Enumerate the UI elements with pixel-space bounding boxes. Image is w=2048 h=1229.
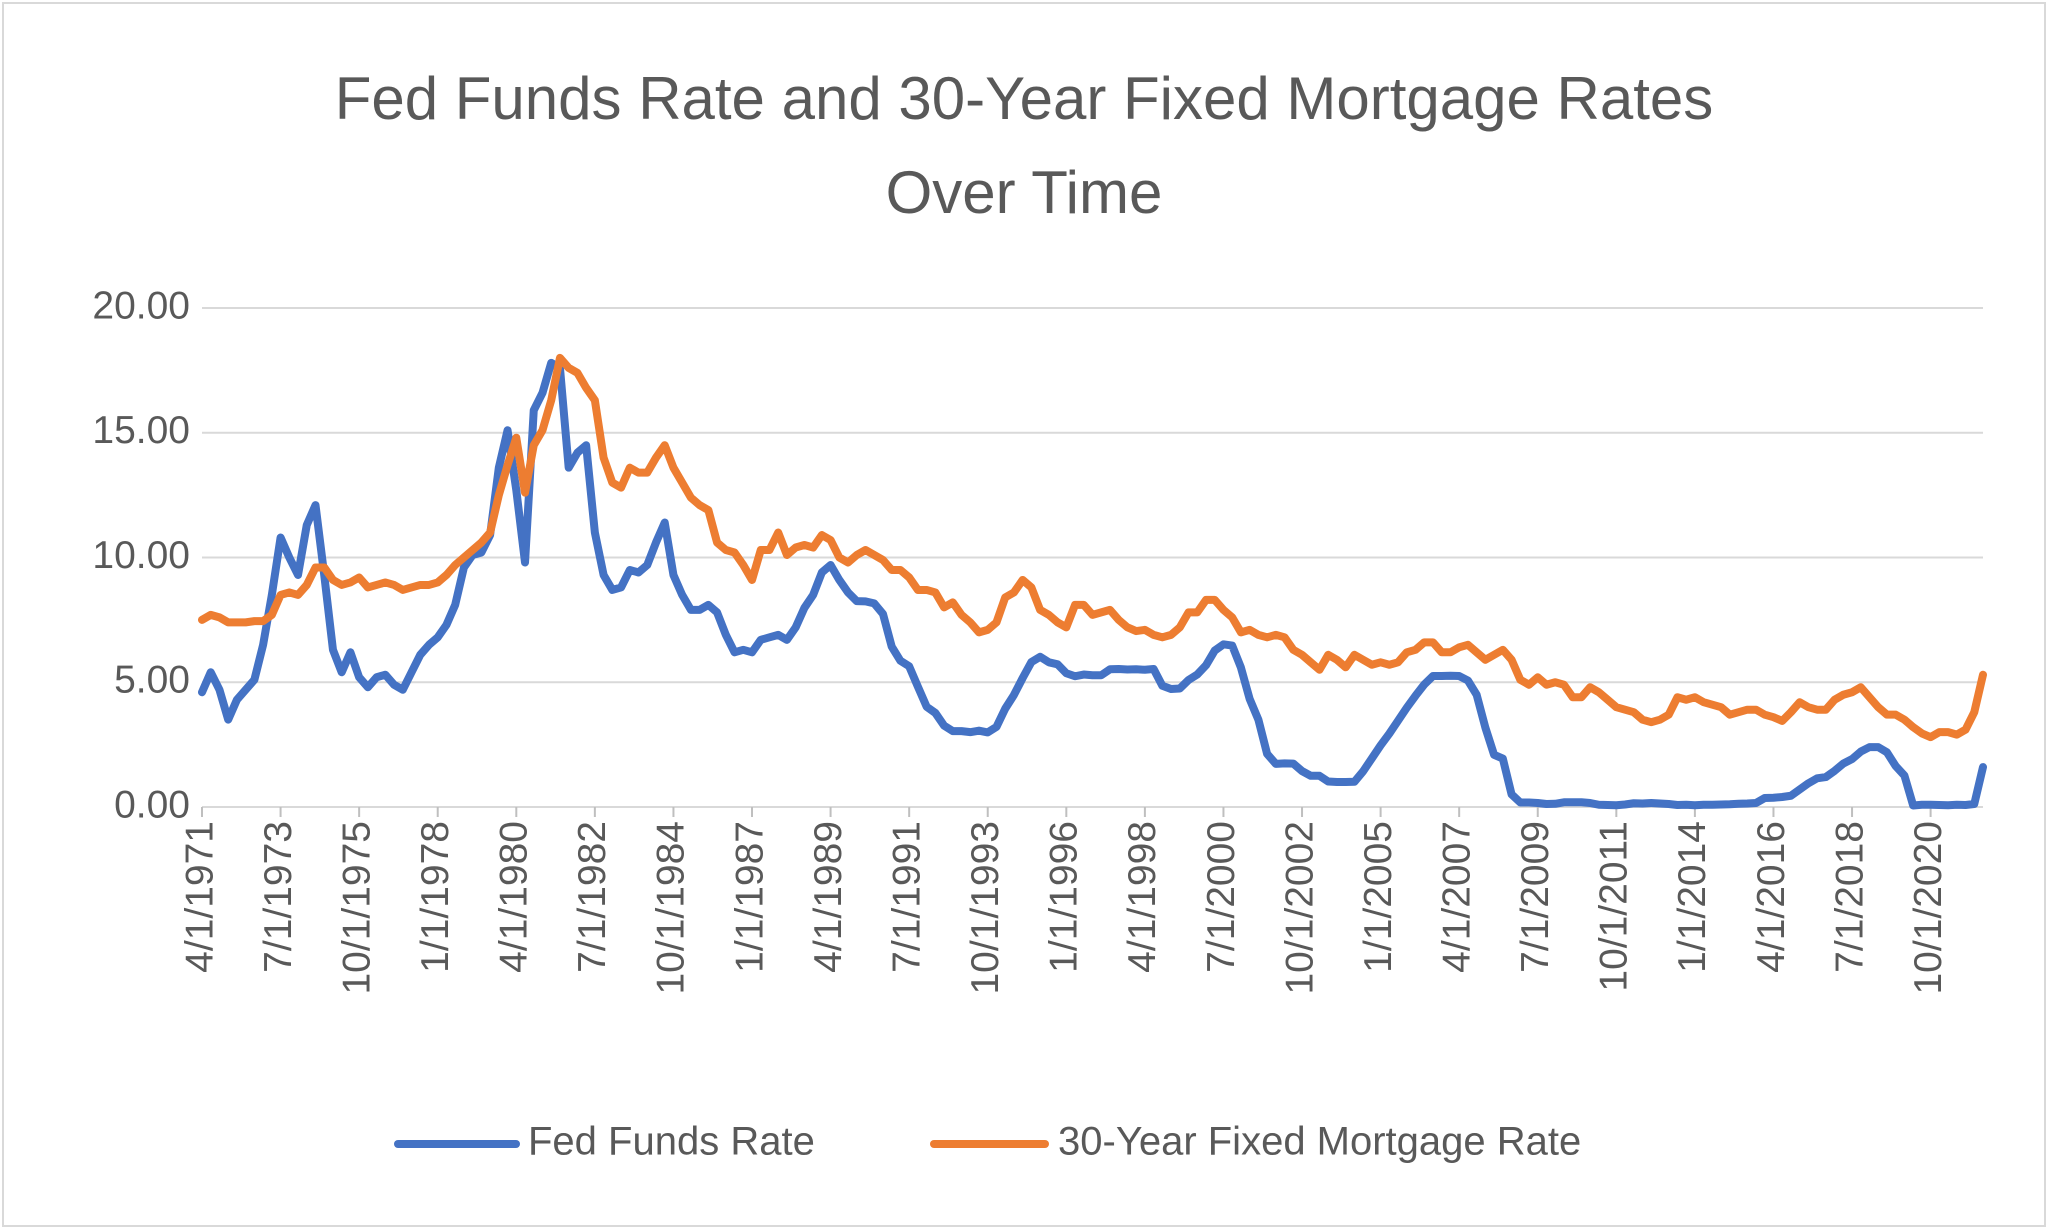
x-tick-label: 7/1/2018 <box>1828 821 1871 973</box>
y-tick-label: 10.00 <box>92 534 190 577</box>
x-tick-label: 1/1/1978 <box>414 821 457 973</box>
x-tick-label: 4/1/1971 <box>178 821 221 973</box>
x-tick-label: 7/1/2000 <box>1200 821 1243 973</box>
x-tick-label: 10/1/1993 <box>964 821 1007 995</box>
chart-title: Fed Funds Rate and 30-Year Fixed Mortgag… <box>334 65 1714 226</box>
series-line <box>198 358 1987 810</box>
x-tick-label: 10/1/1975 <box>335 821 378 995</box>
x-tick-label: 10/1/1984 <box>650 821 693 995</box>
y-tick-label: 5.00 <box>114 659 190 702</box>
x-tick-label: 7/1/1991 <box>885 821 928 973</box>
y-tick-label: 15.00 <box>92 409 190 452</box>
x-tick-label: 10/1/2011 <box>1593 821 1636 992</box>
x-tick-label: 1/1/1996 <box>1043 821 1086 973</box>
x-tick-label: 10/1/2002 <box>1278 821 1321 995</box>
x-tick-label: 1/1/2005 <box>1357 821 1400 973</box>
x-tick-label: 4/1/2007 <box>1435 821 1478 973</box>
x-tick-label: 4/1/1989 <box>807 821 850 973</box>
x-tick-label: 7/1/1982 <box>571 821 614 973</box>
x-tick-label: 1/1/2014 <box>1671 821 1714 973</box>
x-tick-label: 4/1/1980 <box>493 821 536 973</box>
x-tick-label: 4/1/2016 <box>1750 821 1793 973</box>
x-tick-label: 1/1/1987 <box>728 821 771 973</box>
legend-label: Fed Funds Rate <box>528 1120 815 1164</box>
x-tick-label: 7/1/1973 <box>257 821 300 973</box>
y-tick-label: 0.00 <box>114 783 190 826</box>
x-tick-label: 4/1/1998 <box>1121 821 1164 973</box>
x-tick-label: 7/1/2009 <box>1514 821 1557 973</box>
y-tick-label: 20.00 <box>92 284 190 327</box>
legend-label: 30-Year Fixed Mortgage Rate <box>1058 1120 1581 1164</box>
series-line <box>198 353 1987 742</box>
x-tick-label: 10/1/2020 <box>1907 821 1950 995</box>
